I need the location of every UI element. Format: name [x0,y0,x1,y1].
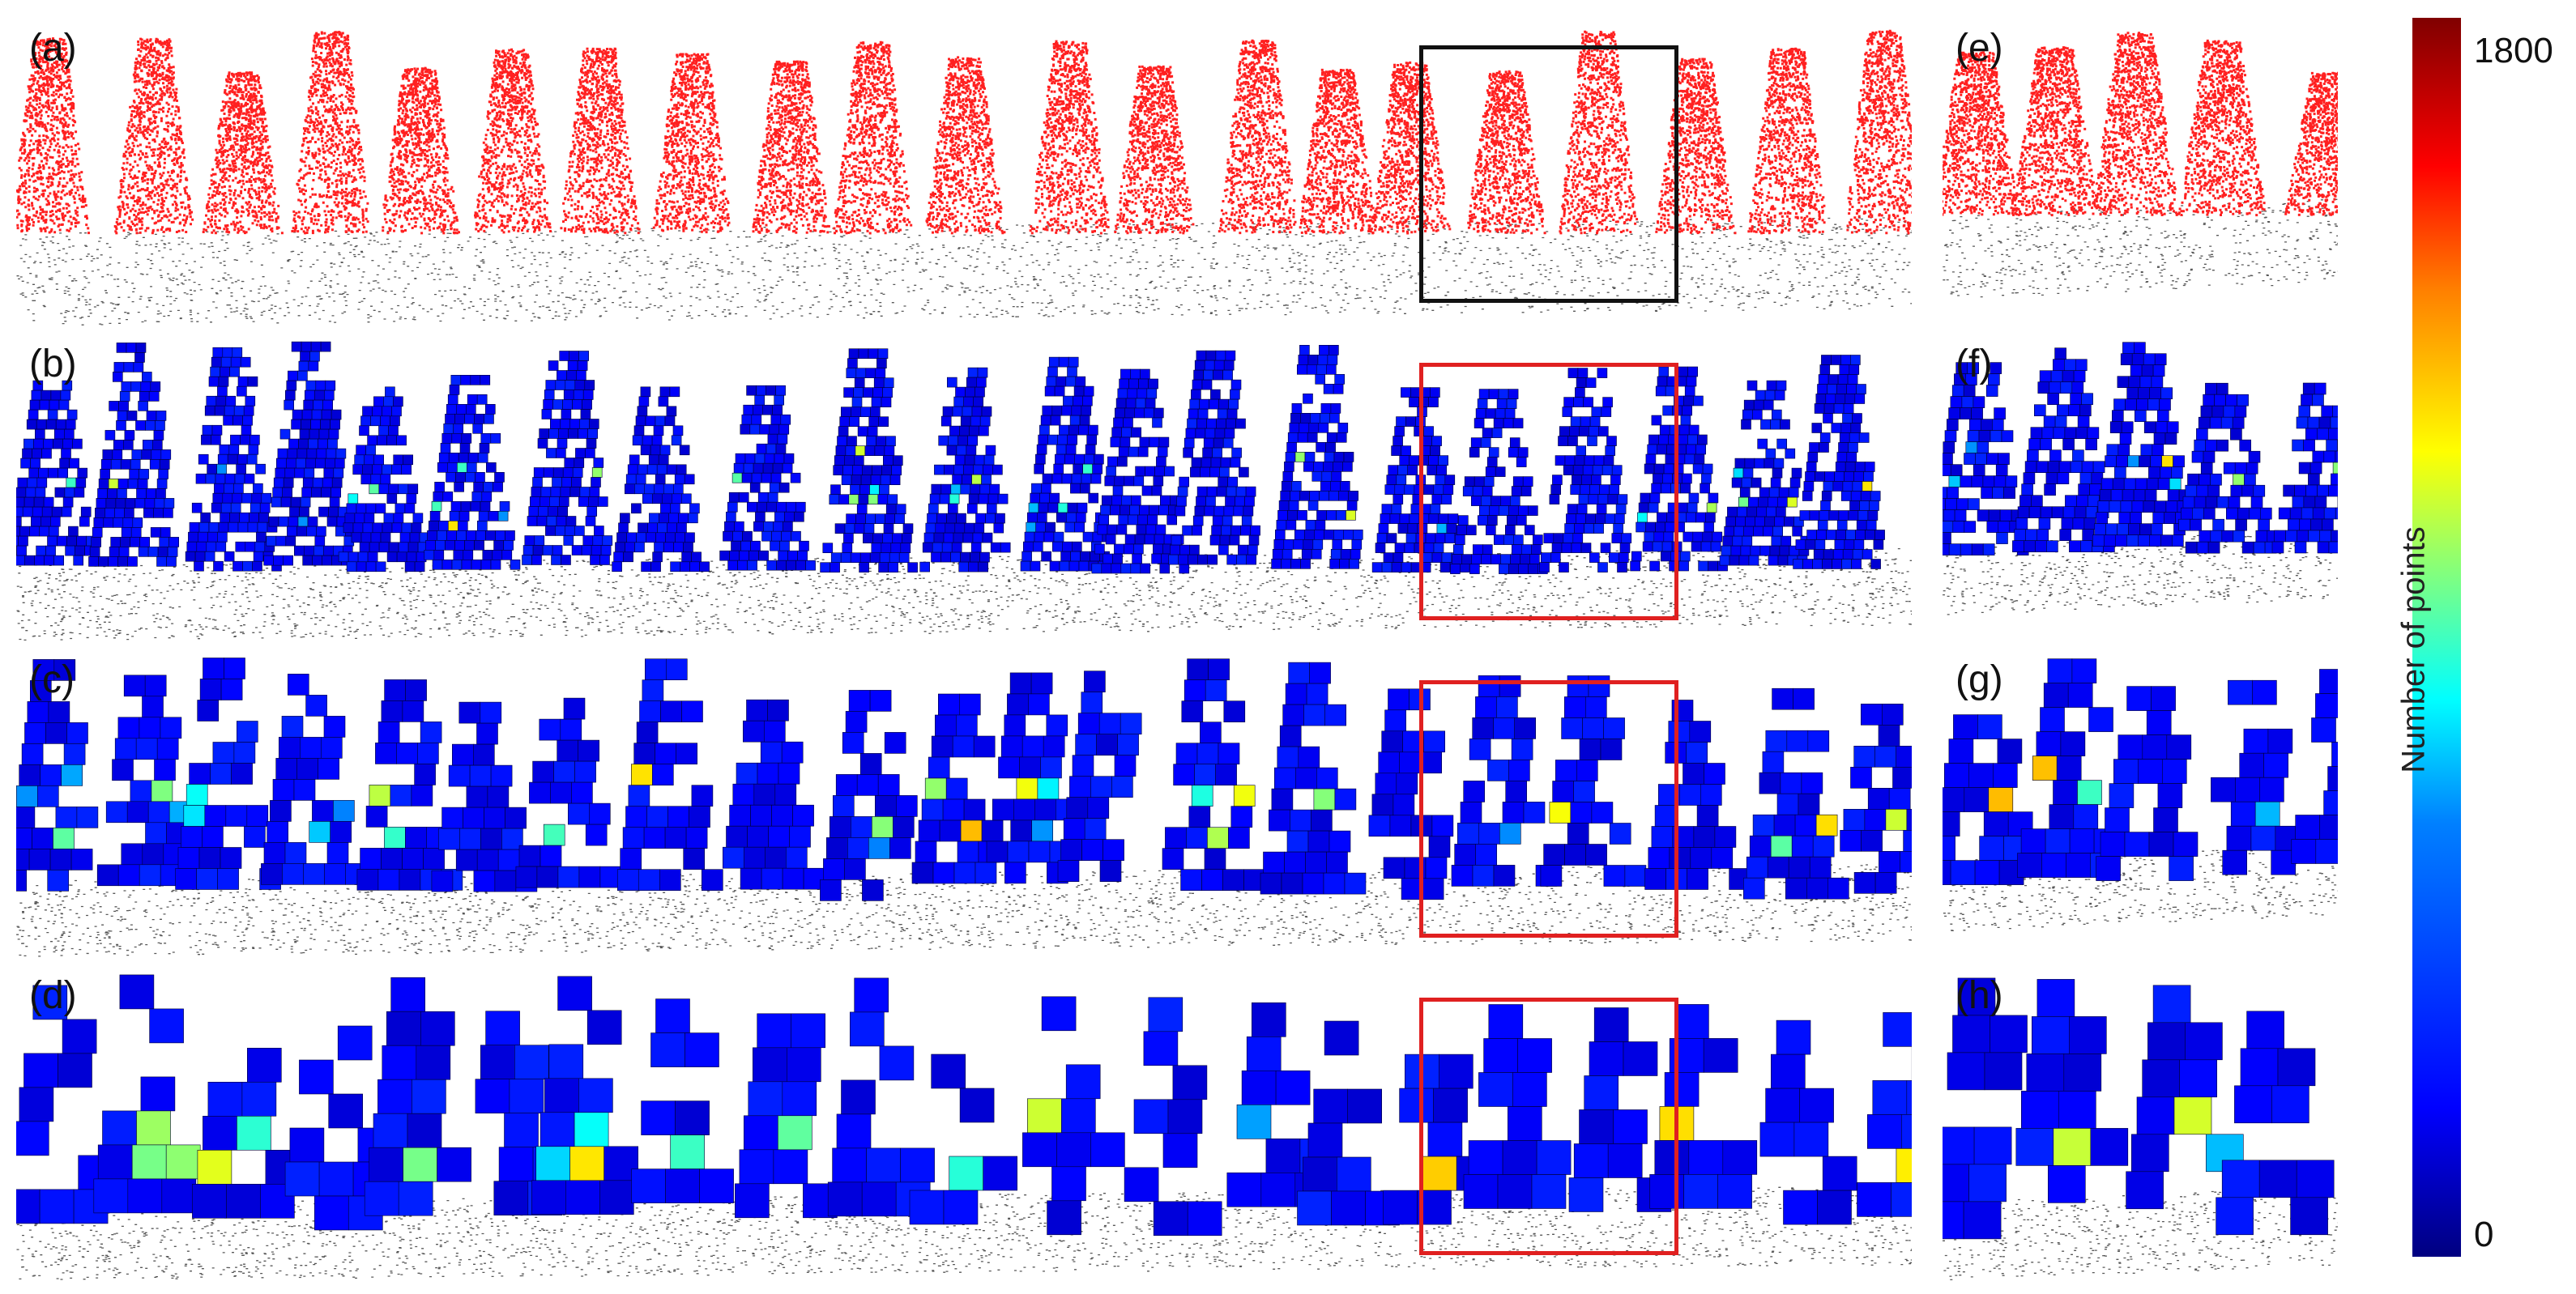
panel-e: (e) [1943,18,2338,300]
panel-label-c: (c) [29,658,75,701]
ground-points [16,217,1912,326]
tree-points [1943,32,2338,217]
roi-box-c [1419,680,1678,938]
voxel-cubes [16,974,1912,1237]
tree-points [16,29,1912,235]
panel-d: (d) [16,965,1912,1281]
point-cloud-a [16,29,1912,326]
point-cloud-e [1943,32,2338,298]
panel-c: (c) [16,649,1912,957]
panel-h: (h) [1943,965,2338,1281]
voxel-view-h [1943,977,2338,1281]
panel-label-h: (h) [1955,974,2003,1017]
colorbar [2412,18,2461,1257]
voxel-view-c [16,658,1912,957]
voxel-view-g [1943,658,2338,931]
voxel-view-d [16,974,1912,1280]
voxel-cubes [1943,658,2338,885]
panel-label-e: (e) [1955,27,2003,70]
colorbar-title: Number of points [2395,526,2432,773]
roi-box-a [1419,45,1678,303]
voxel-cubes [1943,977,2335,1240]
panel-a: (a) [16,18,1912,326]
panel-f: (f) [1943,334,2338,615]
roi-box-b [1419,363,1678,620]
voxel-cubes [16,658,1912,901]
panel-label-b: (b) [29,343,77,385]
voxel-view-b [16,341,1912,641]
panel-label-a: (a) [29,27,77,70]
panel-g: (g) [1943,649,2338,931]
panel-label-d: (d) [29,974,77,1017]
ground-points [1943,198,2338,298]
panel-b: (b) [16,334,1912,641]
colorbar-max-label: 1800 [2474,31,2553,70]
voxel-cubes [16,341,1885,574]
panel-label-g: (g) [1955,658,2003,701]
voxel-view-f [1943,342,2338,615]
voxel-cubes [1943,342,2338,555]
panel-label-f: (f) [1955,343,1993,385]
roi-box-d [1419,998,1678,1255]
colorbar-min-label: 0 [2474,1215,2494,1254]
